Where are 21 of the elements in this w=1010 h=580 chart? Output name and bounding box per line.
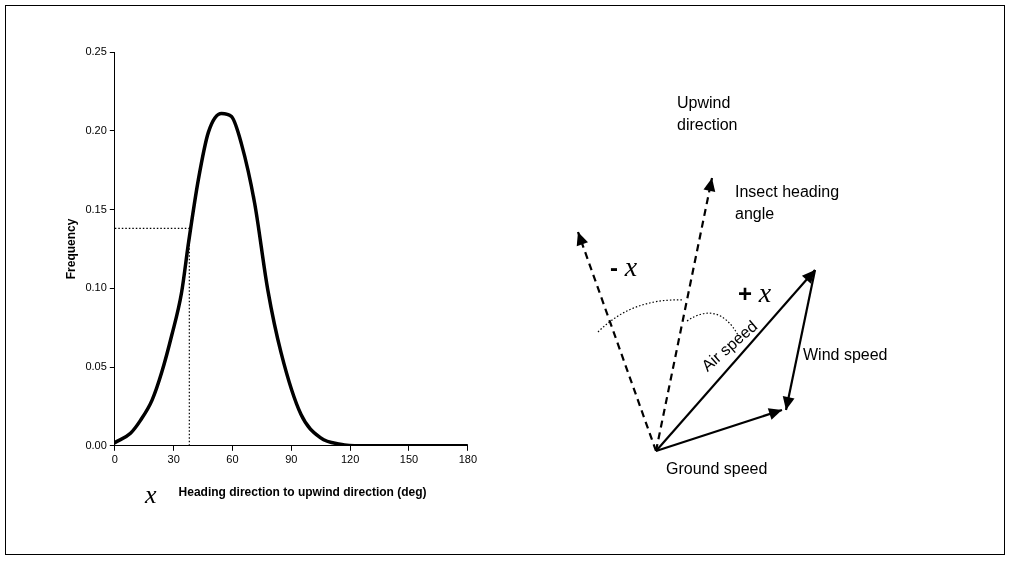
- y-tick-label: 0.15: [85, 202, 107, 215]
- text: Ground speed: [666, 460, 768, 477]
- y-tick-label: 0.00: [85, 438, 107, 451]
- x-tick-label: 30: [167, 453, 180, 466]
- text: Insect heading angle: [735, 183, 840, 222]
- x-tick-label: 120: [340, 453, 360, 466]
- y-tick-label: 0.10: [85, 281, 107, 294]
- text: - x: [610, 251, 638, 282]
- y-tick-label: 0.20: [85, 123, 107, 136]
- x-tick-label: 180: [458, 453, 477, 466]
- x-tick-label: 60: [226, 453, 239, 466]
- text: Upwind direction: [677, 94, 738, 133]
- x-axis-title: x Heading direction to upwind direction (deg): [145, 480, 427, 509]
- x-tick-label: 150: [399, 453, 419, 466]
- x-tick-label: 90: [285, 453, 298, 466]
- x-tick-label: 0: [111, 453, 118, 466]
- text: + x: [738, 277, 772, 308]
- y-axis-title: Frequency: [63, 218, 78, 280]
- text: Wind speed: [803, 346, 888, 363]
- y-tick-label: 0.05: [85, 360, 107, 373]
- y-tick-label: 0.25: [85, 45, 107, 58]
